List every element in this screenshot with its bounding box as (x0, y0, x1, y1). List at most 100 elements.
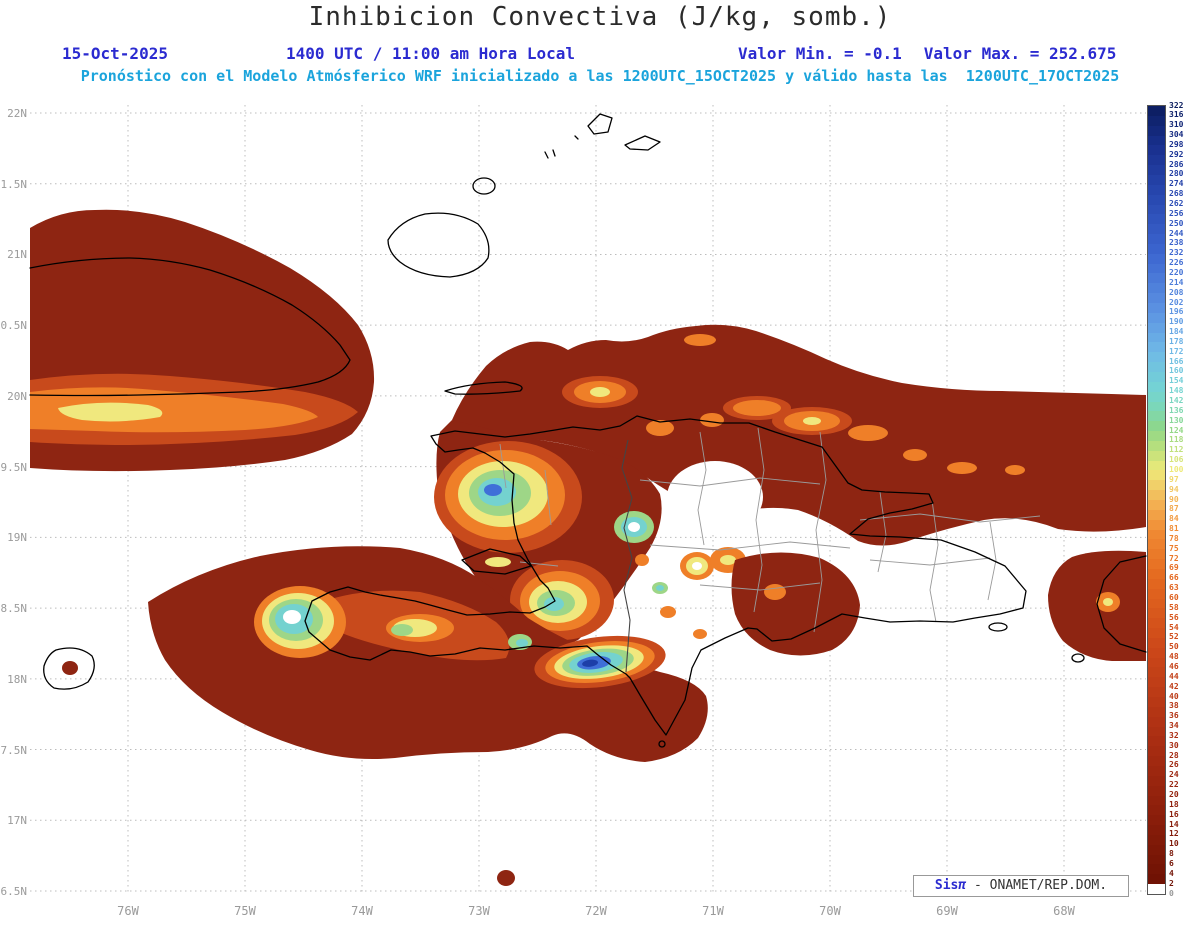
mona-island (1071, 653, 1085, 663)
colorbar-tick-label: 94 (1169, 484, 1179, 494)
contour-blob (628, 522, 640, 532)
colorbar-tick-label: 136 (1169, 405, 1184, 415)
contour-blob (720, 555, 736, 565)
colorbar-segment (1148, 362, 1165, 372)
contour-blob (733, 400, 781, 416)
colorbar-segment (1148, 460, 1165, 471)
colorbar-tick-label: 22 (1169, 780, 1179, 790)
colorbar-segment (1148, 618, 1165, 629)
colorbar-segment (1148, 746, 1165, 757)
lon-tick-label: 69W (936, 904, 958, 918)
contour-blob (58, 402, 163, 422)
colorbar-segment (1148, 480, 1165, 491)
lat-tick-label: 7.5N (0, 743, 28, 757)
colorbar-segment (1148, 214, 1165, 225)
colorbar-segment (1148, 647, 1165, 658)
colorbar-tick-label: 46 (1169, 661, 1179, 671)
colorbar-tick-label: 44 (1169, 671, 1179, 681)
colorbar-segment (1148, 559, 1165, 569)
lat-tick-label: 20N (7, 389, 27, 403)
colorbar-segment (1148, 716, 1165, 727)
colorbar-segment (1148, 529, 1165, 540)
colorbar-segment (1148, 490, 1165, 500)
colorbar-tick-label: 310 (1169, 120, 1184, 130)
chart-title: Inhibicion Convectiva (J/kg, somb.) (308, 2, 892, 32)
colorbar-tick-label: 34 (1169, 721, 1179, 731)
colorbar-segment (1148, 785, 1165, 796)
colorbar-tick-label: 6 (1169, 858, 1174, 868)
contour-blob (283, 610, 301, 624)
colorbar-segment (1148, 253, 1165, 264)
colorbar-tick-label: 90 (1169, 494, 1179, 504)
contour-shading-layer (30, 209, 1146, 886)
colorbar-segment (1148, 706, 1165, 717)
colorbar-tick-label: 238 (1169, 238, 1184, 248)
contour-blob (516, 639, 528, 647)
cuba-coastline (29, 257, 351, 397)
colorbar-segment (1148, 815, 1165, 826)
province-borders (499, 427, 1041, 633)
contour-blob (947, 462, 977, 474)
colorbar-segment (1148, 204, 1165, 215)
contour-blob (590, 387, 610, 397)
colorbar-segment (1148, 184, 1165, 195)
colorbar-tick-label: 56 (1169, 612, 1179, 622)
colorbar-segment (1148, 174, 1165, 185)
contour-blob (692, 562, 702, 570)
colorbar-segment (1148, 352, 1165, 363)
colorbar-tick-label: 32 (1169, 730, 1179, 740)
colorbar-tick-label: 268 (1169, 189, 1184, 199)
contour-blob (484, 484, 502, 496)
lat-tick-label: 6.5N (0, 884, 28, 898)
colorbar-tick-label: 60 (1169, 593, 1179, 602)
colorbar-segment (1148, 450, 1165, 461)
colorbar-segment (1148, 106, 1165, 116)
colorbar-segment (1148, 421, 1165, 432)
colorbar-tick-label: 280 (1169, 169, 1184, 179)
tortuga-island (444, 381, 523, 395)
colorbar-segment (1148, 637, 1165, 648)
sispi-logo: Sisπ (935, 878, 966, 893)
colorbar-tick-label: 38 (1169, 701, 1179, 711)
contour-blob (684, 334, 716, 346)
colorbar-tick-label: 124 (1169, 425, 1184, 435)
colorbar-segment (1148, 736, 1165, 747)
colorbar-tick-label: 24 (1169, 770, 1179, 780)
colorbar-segment (1148, 381, 1165, 392)
colorbar-segment (1148, 470, 1165, 481)
colorbar-segment (1148, 775, 1165, 786)
colorbar-segment (1148, 677, 1165, 688)
org-name: - ONAMET/REP.DOM. (966, 878, 1108, 893)
colorbar-segment (1148, 756, 1165, 766)
sispi-name: Sis (934, 878, 959, 893)
contour-blob (485, 557, 511, 567)
colorbar-segment (1148, 765, 1165, 776)
colorbar-tick-label: 14 (1169, 819, 1179, 829)
caicos-island (624, 135, 661, 151)
colorbar-tick-label: 220 (1169, 267, 1184, 277)
colorbar-segment (1148, 411, 1165, 422)
colorbar-tick-label: 28 (1169, 750, 1179, 760)
branding-box: Sisπ - ONAMET/REP.DOM. (913, 875, 1129, 897)
colorbar-segment (1148, 628, 1165, 638)
lat-tick-label: 21N (7, 248, 27, 262)
colorbar-segment (1148, 687, 1165, 697)
colorbar-tick-label: 322 (1169, 100, 1184, 110)
colorbar-segment (1148, 844, 1165, 855)
contour-blob (452, 324, 1146, 546)
contour-blob (1005, 465, 1025, 475)
colorbar-segment (1148, 332, 1165, 343)
colorbar-segment (1148, 697, 1165, 707)
colorbar-tick-label: 63 (1169, 583, 1179, 593)
contour-blob (635, 554, 649, 566)
colorbar-segment (1148, 293, 1165, 303)
colorbar-tick-label: 12 (1169, 829, 1179, 839)
contour-blob (544, 597, 564, 611)
colorbar-tick-label: 8 (1169, 849, 1174, 859)
colorbar-tick-label: 160 (1169, 366, 1184, 376)
colorbar-tick-label: 166 (1169, 356, 1184, 366)
colorbar-segment (1148, 312, 1165, 323)
colorbar-segment (1148, 500, 1165, 510)
colorbar-tick-label: 202 (1169, 297, 1184, 307)
hispaniola-coastline (304, 415, 1027, 736)
